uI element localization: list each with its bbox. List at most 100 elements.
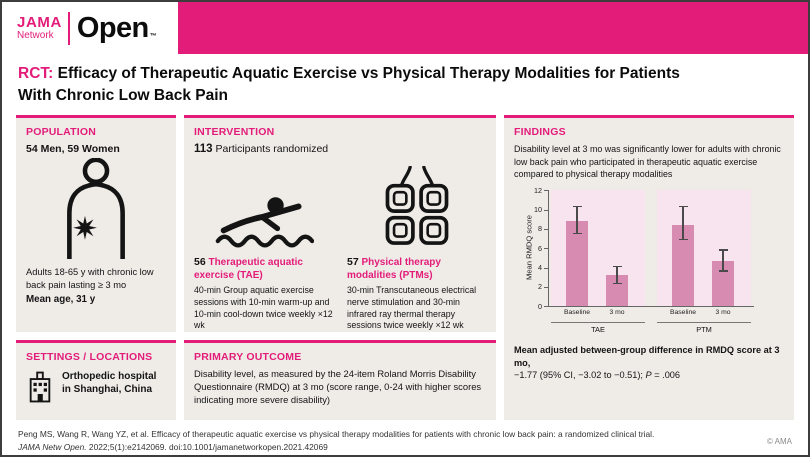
result-p-value: = .006 — [651, 370, 681, 381]
citation-line1: Peng MS, Wang R, Wang YZ, et al. Efficac… — [18, 429, 655, 440]
middle-column: INTERVENTION 113 Participants randomized — [184, 115, 496, 421]
population-icon-wrap — [26, 157, 166, 264]
ptm-n: 57 — [347, 256, 359, 269]
copyright: © AMA — [766, 437, 792, 447]
result-label: Mean adjusted between-group difference i… — [514, 345, 780, 368]
content-grid: POPULATION 54 Men, 59 Women Adults 18-65… — [16, 115, 794, 421]
intervention-panel: INTERVENTION 113 Participants randomized — [184, 115, 496, 333]
error-bar-cap — [612, 265, 622, 268]
error-bar — [722, 249, 724, 272]
y-tick-label: 4 — [538, 263, 542, 273]
y-tick-mark — [544, 190, 548, 192]
y-tick-label: 0 — [538, 301, 542, 311]
page-title: RCT: Efficacy of Therapeutic Aquatic Exe… — [2, 54, 808, 113]
logo-open-word: Open — [76, 11, 149, 44]
rmdq-bar-chart: Mean RMDQ score 0 2 4 6 8 10 12 Baseline 3 mo TAE B… — [514, 184, 784, 342]
trademark-symbol: ™ — [149, 32, 157, 40]
ptm-name: Physical therapy modalities (PTMs) — [347, 257, 441, 281]
right-column: FINDINGS Disability level at 3 mo was si… — [504, 115, 794, 421]
findings-summary: Disability level at 3 mo was significant… — [514, 144, 781, 179]
y-tick-mark — [544, 228, 548, 230]
y-tick-label: 8 — [538, 224, 542, 234]
citation-journal: JAMA Netw Open. — [18, 441, 87, 452]
primary-outcome-heading: PRIMARY OUTCOME — [194, 351, 302, 364]
logo-divider — [67, 11, 70, 45]
randomized-count: 113 Participants randomized — [194, 143, 486, 155]
y-tick-mark — [544, 306, 548, 308]
settings-text: Orthopedic hospital in Shanghai, China — [62, 371, 157, 396]
logo-jama-text: JAMA — [17, 13, 62, 31]
tae-icon-wrap — [194, 156, 333, 248]
settings-heading: SETTINGS / LOCATIONS — [26, 351, 153, 364]
error-bar-cap — [718, 270, 728, 272]
y-tick-mark — [544, 286, 548, 288]
ptm-arm: 57 Physical therapy modalities (PTMs) 30… — [347, 156, 486, 331]
tae-title: 56 Therapeutic aquatic exercise (TAE) — [194, 256, 333, 282]
group-divider — [551, 322, 645, 324]
tae-description: 40-min Group aquatic exercise sessions w… — [194, 285, 333, 331]
primary-outcome-text: Disability level, as measured by the 24-… — [194, 368, 482, 405]
bar — [566, 221, 588, 307]
citation-footer: Peng MS, Wang R, Wang YZ, et al. Efficac… — [18, 428, 792, 453]
title-line2: With Chronic Low Back Pain — [18, 86, 228, 104]
title-prefix: RCT: — [18, 65, 54, 82]
result-p-symbol: P — [645, 370, 652, 381]
findings-panel: FINDINGS Disability level at 3 mo was si… — [504, 115, 794, 421]
bar — [606, 275, 628, 307]
population-description: Adults 18-65 y with chronic low back pai… — [26, 267, 154, 290]
tae-n: 56 — [194, 256, 206, 269]
bar — [672, 225, 694, 307]
bar — [712, 260, 734, 307]
randomized-n: 113 — [194, 143, 213, 156]
x-tick-label: Baseline — [563, 309, 591, 317]
back-pain-icon — [67, 157, 125, 260]
title-line1: Efficacy of Therapeutic Aquatic Exercise… — [57, 65, 680, 82]
error-bar-cap — [572, 205, 582, 208]
error-bar-cap — [718, 249, 728, 251]
x-tick-label: Baseline — [669, 309, 697, 317]
y-tick-mark — [544, 209, 548, 211]
population-panel: POPULATION 54 Men, 59 Women Adults 18-65… — [16, 115, 176, 333]
primary-outcome-panel: PRIMARY OUTCOME Disability level, as mea… — [184, 340, 496, 421]
jama-masthead: JAMA Network Open ™ — [2, 2, 808, 54]
x-tick-label: 3 mo — [715, 309, 731, 317]
x-axis — [548, 306, 754, 308]
jama-network-logo: JAMA Network — [17, 13, 62, 42]
error-bar-cap — [572, 232, 582, 235]
y-axis — [548, 190, 549, 307]
hospital-icon — [29, 371, 51, 403]
error-bar-cap — [678, 205, 688, 208]
population-counts: 54 Men, 59 Women — [26, 143, 120, 156]
group-label: TAE — [591, 325, 605, 335]
y-tick-mark — [544, 267, 548, 269]
tae-name: Therapeutic aquatic exercise (TAE) — [194, 257, 303, 281]
y-tick-label: 6 — [538, 243, 542, 253]
population-mean-age: Mean age, 31 y — [26, 293, 96, 305]
masthead-accent-bar — [178, 2, 808, 54]
error-bar-cap — [612, 282, 622, 285]
group-divider — [657, 322, 751, 324]
y-tick-label: 12 — [534, 185, 542, 195]
error-bar — [576, 205, 578, 234]
intervention-heading: INTERVENTION — [194, 126, 275, 139]
left-column: POPULATION 54 Men, 59 Women Adults 18-65… — [16, 115, 176, 421]
findings-heading: FINDINGS — [514, 126, 566, 139]
ptm-title: 57 Physical therapy modalities (PTMs) — [347, 256, 486, 282]
tens-electrodes-icon — [385, 166, 448, 246]
x-tick-label: 3 mo — [609, 309, 625, 317]
findings-result: Mean adjusted between-group difference i… — [514, 344, 784, 381]
logo-open-text: Open ™ — [76, 11, 157, 44]
ptm-description: 30-min Transcutaneous electrical nerve s… — [347, 285, 477, 331]
logo-network-text: Network — [17, 29, 54, 41]
population-heading: POPULATION — [26, 126, 97, 139]
tae-arm: 56 Therapeutic aquatic exercise (TAE) 40… — [194, 156, 333, 331]
randomized-label: Participants randomized — [215, 143, 329, 156]
y-tick-label: 2 — [538, 282, 542, 292]
swimmer-icon — [215, 197, 314, 248]
settings-locations-panel: SETTINGS / LOCATIONS Orthopedic hospital… — [16, 340, 176, 421]
ptm-icon-wrap — [347, 156, 486, 248]
error-bar — [682, 205, 684, 240]
citation: Peng MS, Wang R, Wang YZ, et al. Efficac… — [18, 428, 792, 453]
y-tick-label: 10 — [534, 205, 542, 215]
